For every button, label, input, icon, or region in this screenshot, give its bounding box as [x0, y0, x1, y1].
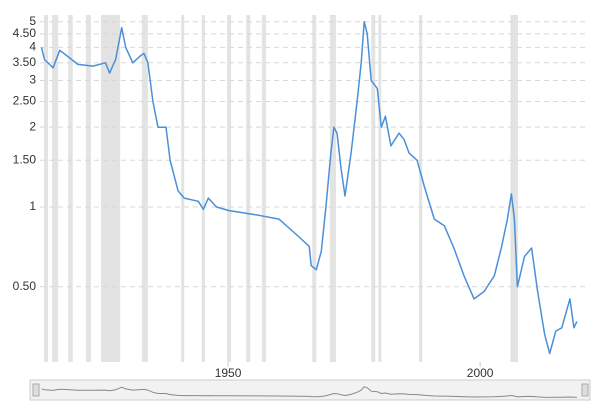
recession-band: [201, 15, 205, 362]
recession-band: [378, 15, 382, 362]
y-tick-label: 3: [29, 73, 36, 87]
recession-band: [141, 15, 148, 362]
recession-band: [246, 15, 251, 362]
recession-band: [85, 15, 91, 362]
navigator-handle[interactable]: [32, 383, 40, 397]
y-tick-label: 4: [29, 40, 36, 54]
recession-band: [510, 15, 518, 362]
y-tick-label: 5: [29, 14, 36, 28]
y-tick-label: 2.50: [13, 94, 37, 108]
y-tick-label: 1.50: [13, 152, 37, 166]
y-tick-label: 1: [29, 199, 36, 213]
recession-band: [227, 15, 232, 362]
y-tick-label: 3.50: [13, 55, 37, 69]
x-tick-label: 1950: [215, 366, 242, 380]
recession-band: [419, 15, 423, 362]
y-tick-label: 0.50: [13, 279, 37, 293]
recession-band: [68, 15, 73, 362]
recession-band: [181, 15, 185, 362]
recession-band: [371, 15, 376, 362]
data-line: [40, 20, 578, 355]
recession-band: [101, 15, 121, 362]
navigator-handle[interactable]: [581, 383, 589, 397]
recession-band: [52, 15, 59, 362]
recession-band: [261, 15, 266, 362]
y-tick-label: 4.50: [13, 26, 37, 40]
navigator-line: [41, 386, 577, 398]
x-tick-label: 2000: [467, 366, 494, 380]
recession-band: [329, 15, 336, 362]
recession-band: [312, 15, 317, 362]
recession-band: [44, 15, 49, 362]
y-tick-label: 2: [29, 119, 36, 133]
